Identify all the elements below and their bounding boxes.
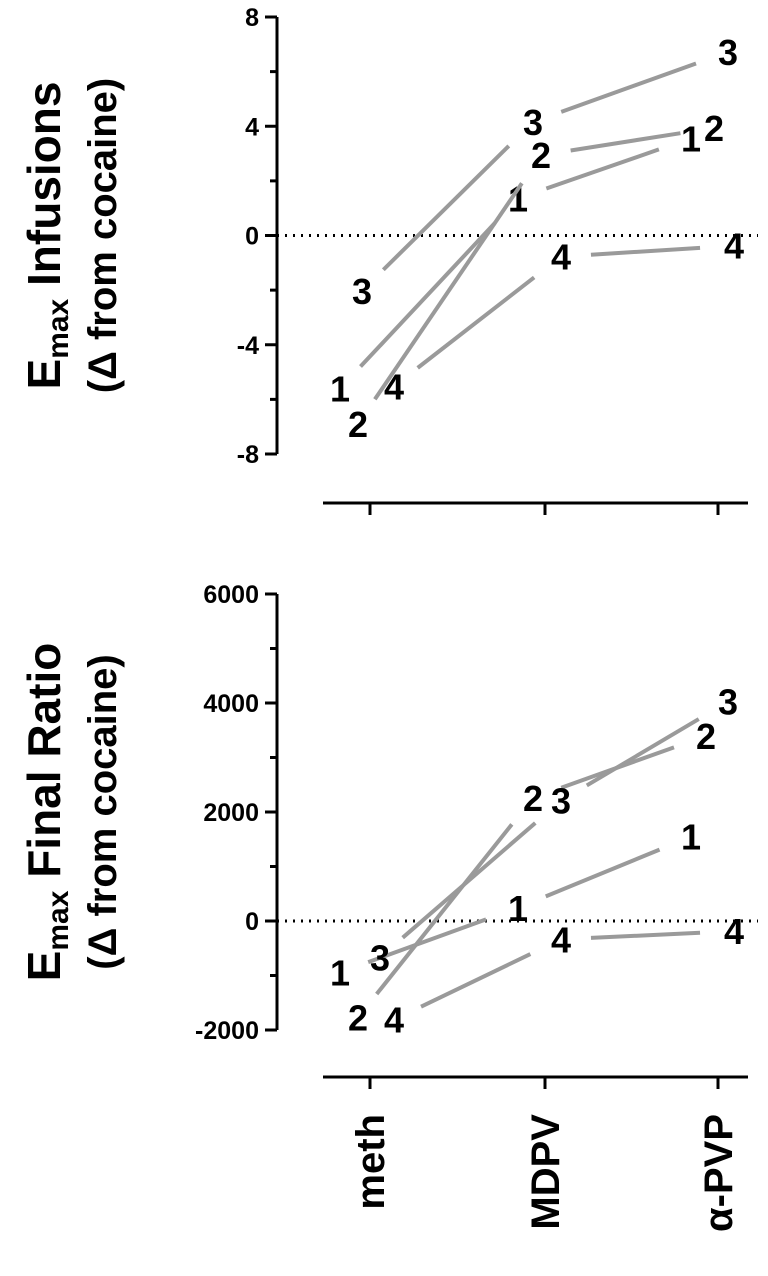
y-label-main: E	[18, 359, 70, 390]
series-2-point-label: 2	[531, 135, 551, 176]
series-1-point-label: 1	[330, 952, 350, 993]
y-axis-label-line1: Emax Final Ratio	[18, 643, 75, 982]
series-3-point-label: 3	[551, 781, 571, 822]
y-tick-label: -4	[237, 332, 259, 360]
y-label-main: E	[18, 951, 70, 982]
y-label-subscript: max	[42, 890, 75, 950]
series-1-segment	[359, 221, 497, 368]
series-3-segment	[401, 821, 537, 940]
series-4-point-label: 4	[551, 237, 571, 278]
series-1-point-label: 1	[681, 118, 701, 159]
y-tick-label: -8	[237, 441, 259, 469]
series-3-segment	[381, 144, 511, 272]
series-1-point-label: 1	[681, 817, 701, 858]
series-2-point-label: 2	[696, 716, 716, 757]
series-2-point-label: 2	[348, 997, 368, 1038]
y-tick-label: 8	[245, 4, 259, 32]
y-tick-label: 4	[245, 113, 259, 141]
y-tick-label: 0	[245, 223, 259, 251]
series-4-point-label: 4	[551, 919, 571, 960]
series-4-point-label: 4	[384, 1000, 404, 1041]
series-2-point-label: 2	[348, 404, 368, 445]
y-label-subscript: max	[42, 298, 75, 358]
series-2-point-label: 2	[704, 108, 724, 149]
category-label: meth	[349, 1114, 393, 1210]
series-3-segment	[560, 61, 697, 114]
y-tick-label: 6000	[203, 581, 259, 609]
category-label: α-PVP	[697, 1114, 741, 1232]
series-1-point-label: 1	[508, 888, 528, 929]
series-4-segment	[416, 275, 536, 370]
category-label: MDPV	[524, 1114, 568, 1230]
y-axis-label: Emax Final Ratio (Δ from cocaine)	[18, 643, 125, 982]
final-ratio-panel: 6000 4000 2000 0 -2000 Emax Final Ratio (Δ fro…	[18, 581, 758, 1089]
series-4-point-label: 4	[724, 226, 744, 267]
series-2-segment	[373, 182, 524, 401]
series-1-segment	[367, 917, 487, 965]
y-tick-label: 4000	[203, 690, 259, 718]
series-1-segment	[544, 847, 661, 899]
y-tick-label: 0	[245, 908, 259, 936]
y-label-rest: Infusions	[18, 82, 70, 299]
y-tick-label: -2000	[195, 1017, 259, 1045]
y-axis-label-line2: (Δ from cocaine)	[81, 654, 125, 969]
series-3-point-label: 3	[370, 937, 390, 978]
series-1-segment	[545, 147, 660, 191]
series-4-point-label: 4	[384, 366, 404, 407]
category-labels: meth MDPV α-PVP	[349, 1114, 741, 1232]
series-4-point-label: 4	[724, 911, 744, 952]
series-2-point-label: 2	[523, 778, 543, 819]
series-3-point-label: 3	[352, 271, 372, 312]
series-1-point-label: 1	[508, 178, 528, 219]
y-axis-label-line1: Emax Infusions	[18, 82, 75, 390]
y-axis-label: Emax Infusions (Δ from cocaine)	[18, 78, 125, 393]
series-2-segment	[375, 823, 514, 996]
series-3-point-label: 3	[718, 32, 738, 73]
series-1-point-label: 1	[330, 368, 350, 409]
series-3-segment	[585, 717, 700, 788]
y-axis-label-line2: (Δ from cocaine)	[81, 78, 125, 393]
y-label-rest: Final Ratio	[18, 643, 70, 891]
series-4-segment	[590, 930, 701, 940]
series-4-segment	[420, 952, 532, 1009]
infusions-panel: 8 4 0 -4 -8 Emax Infusions (Δ from cocaine) 1 1 1…	[18, 4, 758, 515]
series-3-point-label: 3	[718, 682, 738, 723]
y-tick-label: 2000	[203, 799, 259, 827]
series-3-point-label: 3	[523, 102, 543, 143]
series-2-segment	[570, 131, 681, 153]
series-4-segment	[590, 245, 701, 257]
